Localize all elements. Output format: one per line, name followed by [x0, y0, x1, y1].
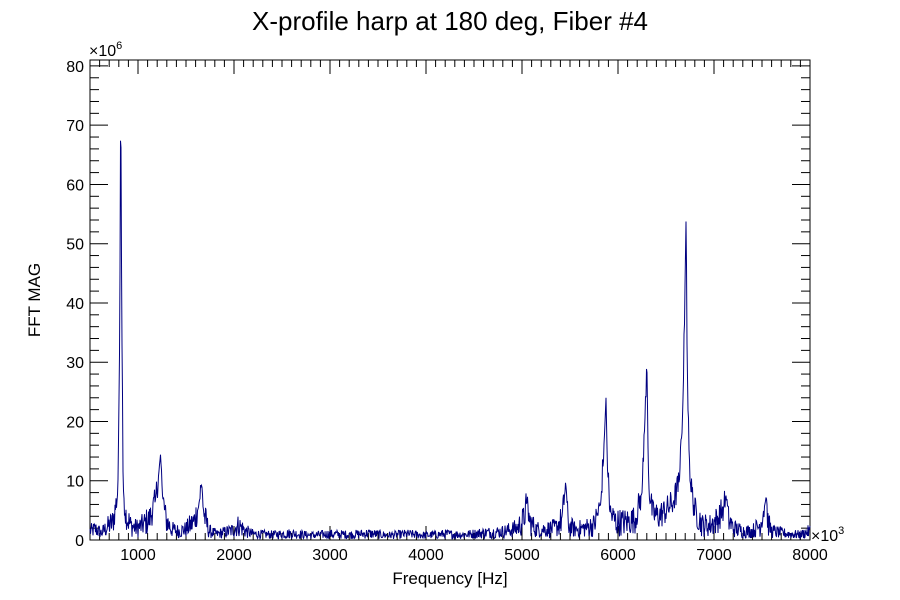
x-multiplier-exp: 3 [838, 525, 844, 537]
x-axis-label: Frequency [Hz] [392, 569, 507, 588]
chart-title: X-profile harp at 180 deg, Fiber #4 [252, 6, 648, 36]
fft-series-line [89, 140, 811, 541]
y-tick-label: 10 [66, 474, 84, 491]
x-tick-label: 5000 [504, 547, 540, 564]
y-tick-label: 0 [75, 533, 84, 550]
x-tick-label: 8000 [792, 547, 828, 564]
x-tick-label: 3000 [312, 547, 348, 564]
y-tick-label: 70 [66, 118, 84, 135]
x-tick-label: 1000 [120, 547, 156, 564]
y-axis-ticks [90, 65, 810, 541]
y-axis-label: FFT MAG [25, 263, 44, 337]
plot-frame [89, 59, 811, 541]
x-axis-ticks [89, 60, 811, 540]
x-tick-label: 2000 [216, 547, 252, 564]
y-tick-label: 50 [66, 237, 84, 254]
x-tick-label: 7000 [696, 547, 732, 564]
x-axis-tick-labels: 1000 2000 3000 4000 5000 6000 7000 8000 [120, 547, 828, 564]
x-tick-label: 4000 [408, 547, 444, 564]
y-axis-tick-labels: 0 10 20 30 40 50 60 70 80 [66, 59, 84, 550]
y-tick-label: 80 [66, 59, 84, 76]
x-tick-label: 6000 [600, 547, 636, 564]
x-multiplier-base: ×10 [811, 528, 838, 545]
y-multiplier: ×106 [89, 40, 122, 60]
y-tick-label: 40 [66, 296, 84, 313]
y-multiplier-exp: 6 [116, 40, 122, 52]
y-tick-label: 20 [66, 414, 84, 431]
x-multiplier: ×103 [811, 525, 844, 545]
y-tick-label: 60 [66, 177, 84, 194]
y-tick-label: 30 [66, 355, 84, 372]
y-multiplier-base: ×10 [89, 43, 116, 60]
